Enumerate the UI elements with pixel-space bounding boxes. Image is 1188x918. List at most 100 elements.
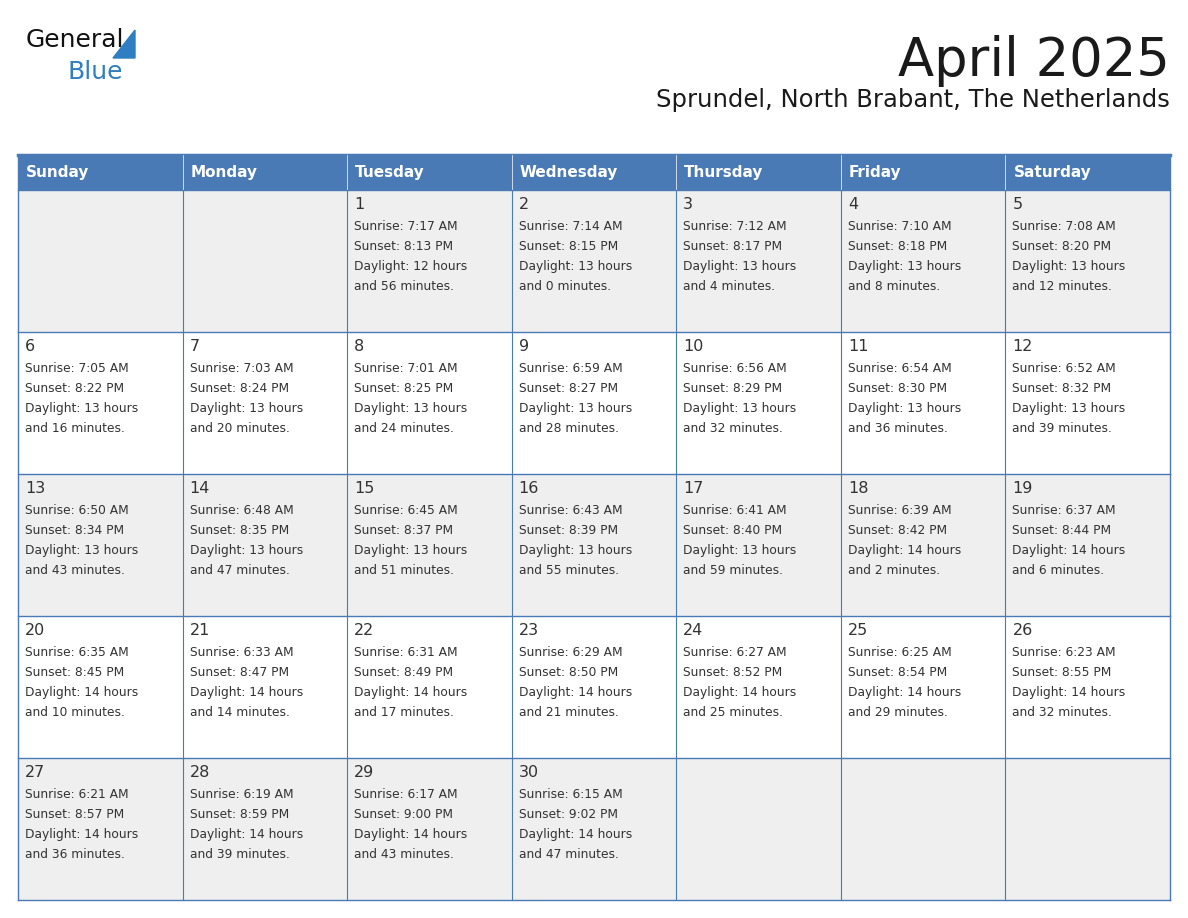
Text: Sunrise: 7:17 AM: Sunrise: 7:17 AM [354, 220, 457, 233]
Text: and 12 minutes.: and 12 minutes. [1012, 280, 1112, 293]
Text: 1: 1 [354, 197, 365, 212]
Text: Daylight: 14 hours: Daylight: 14 hours [354, 828, 467, 841]
Text: and 29 minutes.: and 29 minutes. [848, 706, 948, 719]
Text: Daylight: 13 hours: Daylight: 13 hours [848, 402, 961, 415]
Bar [183, 332, 347, 474]
Bar [676, 332, 841, 474]
Bar [841, 616, 1005, 758]
Text: Sunrise: 6:56 AM: Sunrise: 6:56 AM [683, 362, 786, 375]
Text: Sunset: 8:49 PM: Sunset: 8:49 PM [354, 666, 454, 679]
Text: and 47 minutes.: and 47 minutes. [190, 564, 290, 577]
Text: and 39 minutes.: and 39 minutes. [190, 848, 290, 861]
Text: Sunrise: 7:08 AM: Sunrise: 7:08 AM [1012, 220, 1117, 233]
Bar [841, 758, 1005, 900]
Bar [512, 155, 676, 190]
Bar [183, 190, 347, 332]
Text: Sunset: 8:44 PM: Sunset: 8:44 PM [1012, 524, 1112, 537]
Text: Daylight: 12 hours: Daylight: 12 hours [354, 260, 467, 273]
Bar [18, 190, 183, 332]
Text: Daylight: 14 hours: Daylight: 14 hours [683, 686, 796, 699]
Bar [347, 190, 512, 332]
Text: Sunrise: 6:19 AM: Sunrise: 6:19 AM [190, 788, 293, 801]
Text: Sunrise: 6:50 AM: Sunrise: 6:50 AM [25, 504, 128, 517]
Text: Sunset: 8:37 PM: Sunset: 8:37 PM [354, 524, 454, 537]
Bar [676, 155, 841, 190]
Text: Sunrise: 6:59 AM: Sunrise: 6:59 AM [519, 362, 623, 375]
Text: Sunset: 8:22 PM: Sunset: 8:22 PM [25, 382, 124, 395]
Text: Sunrise: 6:25 AM: Sunrise: 6:25 AM [848, 646, 952, 659]
Text: Daylight: 13 hours: Daylight: 13 hours [190, 544, 303, 557]
Text: Sunrise: 6:27 AM: Sunrise: 6:27 AM [683, 646, 786, 659]
Text: and 10 minutes.: and 10 minutes. [25, 706, 125, 719]
Text: 26: 26 [1012, 623, 1032, 638]
Bar [512, 190, 676, 332]
Text: Sunset: 8:45 PM: Sunset: 8:45 PM [25, 666, 125, 679]
Bar [841, 190, 1005, 332]
Text: and 32 minutes.: and 32 minutes. [683, 422, 783, 435]
Text: Sunrise: 6:43 AM: Sunrise: 6:43 AM [519, 504, 623, 517]
Text: 4: 4 [848, 197, 858, 212]
Text: Sunset: 8:47 PM: Sunset: 8:47 PM [190, 666, 289, 679]
Text: Daylight: 13 hours: Daylight: 13 hours [354, 402, 467, 415]
Text: 30: 30 [519, 765, 539, 780]
Text: Daylight: 14 hours: Daylight: 14 hours [519, 828, 632, 841]
Text: and 20 minutes.: and 20 minutes. [190, 422, 290, 435]
Text: 10: 10 [683, 339, 703, 354]
Text: Daylight: 14 hours: Daylight: 14 hours [519, 686, 632, 699]
Text: Daylight: 13 hours: Daylight: 13 hours [519, 260, 632, 273]
Text: Sunset: 8:24 PM: Sunset: 8:24 PM [190, 382, 289, 395]
Text: and 55 minutes.: and 55 minutes. [519, 564, 619, 577]
Text: and 25 minutes.: and 25 minutes. [683, 706, 783, 719]
Text: Sunrise: 6:48 AM: Sunrise: 6:48 AM [190, 504, 293, 517]
Text: and 59 minutes.: and 59 minutes. [683, 564, 783, 577]
Text: Daylight: 14 hours: Daylight: 14 hours [848, 544, 961, 557]
Bar [18, 616, 183, 758]
Text: April 2025: April 2025 [898, 35, 1170, 87]
Bar [347, 332, 512, 474]
Bar [512, 474, 676, 616]
Text: Sunrise: 6:45 AM: Sunrise: 6:45 AM [354, 504, 457, 517]
Text: Sunrise: 6:21 AM: Sunrise: 6:21 AM [25, 788, 128, 801]
Text: Sunrise: 6:35 AM: Sunrise: 6:35 AM [25, 646, 128, 659]
Text: and 28 minutes.: and 28 minutes. [519, 422, 619, 435]
Text: 25: 25 [848, 623, 868, 638]
Text: Sunrise: 6:52 AM: Sunrise: 6:52 AM [1012, 362, 1117, 375]
Text: Sunset: 8:35 PM: Sunset: 8:35 PM [190, 524, 289, 537]
Text: Sunset: 8:34 PM: Sunset: 8:34 PM [25, 524, 124, 537]
Bar [347, 616, 512, 758]
Text: Sunset: 8:20 PM: Sunset: 8:20 PM [1012, 240, 1112, 253]
Text: Sunrise: 7:05 AM: Sunrise: 7:05 AM [25, 362, 128, 375]
Text: 28: 28 [190, 765, 210, 780]
Text: 5: 5 [1012, 197, 1023, 212]
Text: Daylight: 13 hours: Daylight: 13 hours [25, 402, 138, 415]
Text: Sunrise: 6:31 AM: Sunrise: 6:31 AM [354, 646, 457, 659]
Text: and 51 minutes.: and 51 minutes. [354, 564, 454, 577]
Bar [18, 474, 183, 616]
Text: 11: 11 [848, 339, 868, 354]
Polygon shape [113, 30, 135, 58]
Text: and 0 minutes.: and 0 minutes. [519, 280, 611, 293]
Text: Sunset: 8:13 PM: Sunset: 8:13 PM [354, 240, 454, 253]
Text: and 8 minutes.: and 8 minutes. [848, 280, 940, 293]
Bar [347, 155, 512, 190]
Bar [183, 474, 347, 616]
Text: Daylight: 14 hours: Daylight: 14 hours [354, 686, 467, 699]
Text: Daylight: 14 hours: Daylight: 14 hours [848, 686, 961, 699]
Bar [18, 155, 183, 190]
Text: Sunrise: 6:29 AM: Sunrise: 6:29 AM [519, 646, 623, 659]
Text: Daylight: 13 hours: Daylight: 13 hours [848, 260, 961, 273]
Text: 7: 7 [190, 339, 200, 354]
Text: Sunrise: 6:39 AM: Sunrise: 6:39 AM [848, 504, 952, 517]
Bar [841, 332, 1005, 474]
Bar [676, 616, 841, 758]
Text: Sunrise: 6:54 AM: Sunrise: 6:54 AM [848, 362, 952, 375]
Text: Sunday: Sunday [26, 165, 89, 180]
Text: and 36 minutes.: and 36 minutes. [25, 848, 125, 861]
Text: 3: 3 [683, 197, 694, 212]
Text: Sunrise: 6:41 AM: Sunrise: 6:41 AM [683, 504, 786, 517]
Text: 14: 14 [190, 481, 210, 496]
Text: 9: 9 [519, 339, 529, 354]
Text: Sunrise: 7:12 AM: Sunrise: 7:12 AM [683, 220, 786, 233]
Text: 13: 13 [25, 481, 45, 496]
Text: Blue: Blue [68, 60, 124, 84]
